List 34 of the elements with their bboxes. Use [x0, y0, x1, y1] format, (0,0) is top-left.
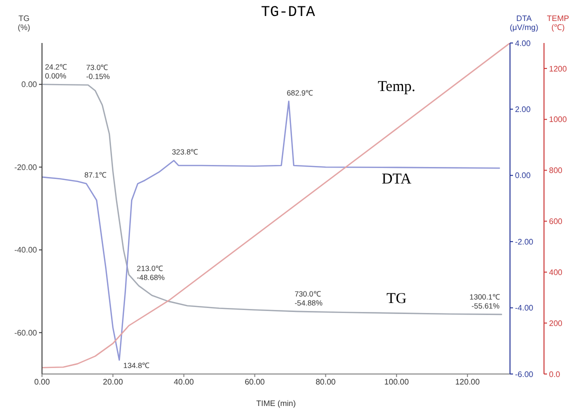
- x-tick-label: 80.00: [316, 378, 336, 387]
- y-tick-label: -20.00: [14, 162, 38, 172]
- x-tick-label: 120.00: [455, 378, 480, 387]
- line-series: [42, 100, 500, 361]
- y3-tick-label: 800: [549, 166, 563, 176]
- y2-tick-label: 4.00: [515, 38, 532, 48]
- x-axis-title: TIME (min): [256, 399, 296, 408]
- y-tick-label: -60.00: [14, 328, 38, 338]
- line-series: [42, 43, 510, 368]
- y2-tick-label: 2.00: [515, 105, 532, 114]
- series-label: TG: [386, 291, 407, 308]
- y3-axis-title: TEMP (℃): [546, 14, 570, 32]
- y2-tick-label: -2.00: [515, 237, 534, 246]
- x-tick-label: 40.00: [174, 378, 194, 387]
- y-tick-label: 0.00: [21, 80, 38, 90]
- y-tick-label: -40.00: [14, 246, 38, 255]
- y2-axis-title: DTA (μV/mg): [510, 14, 539, 32]
- y3-tick-label: 1200: [549, 64, 568, 74]
- y3-tick-label: 1000: [549, 115, 568, 124]
- y2-tick-label: 0.00: [515, 171, 532, 180]
- y3-tick-label: 200: [549, 318, 563, 328]
- series-label: Temp.: [378, 78, 416, 95]
- y3-tick-label: 0.0: [549, 370, 561, 379]
- x-tick-label: 0.00: [34, 378, 50, 387]
- x-tick-label: 20.00: [102, 378, 124, 387]
- y3-tick-label: 400: [549, 268, 563, 277]
- y3-tick-label: 600: [549, 217, 563, 226]
- x-tick-label: 100.00: [384, 378, 410, 387]
- y-axis-title: TG (%): [18, 14, 31, 32]
- x-tick-label: 60.00: [244, 378, 266, 387]
- y2-tick-label: -4.00: [515, 304, 534, 313]
- y2-tick-label: -6.00: [515, 370, 534, 379]
- series-label: DTA: [382, 171, 412, 188]
- chart-title: TG-DTA: [260, 4, 315, 21]
